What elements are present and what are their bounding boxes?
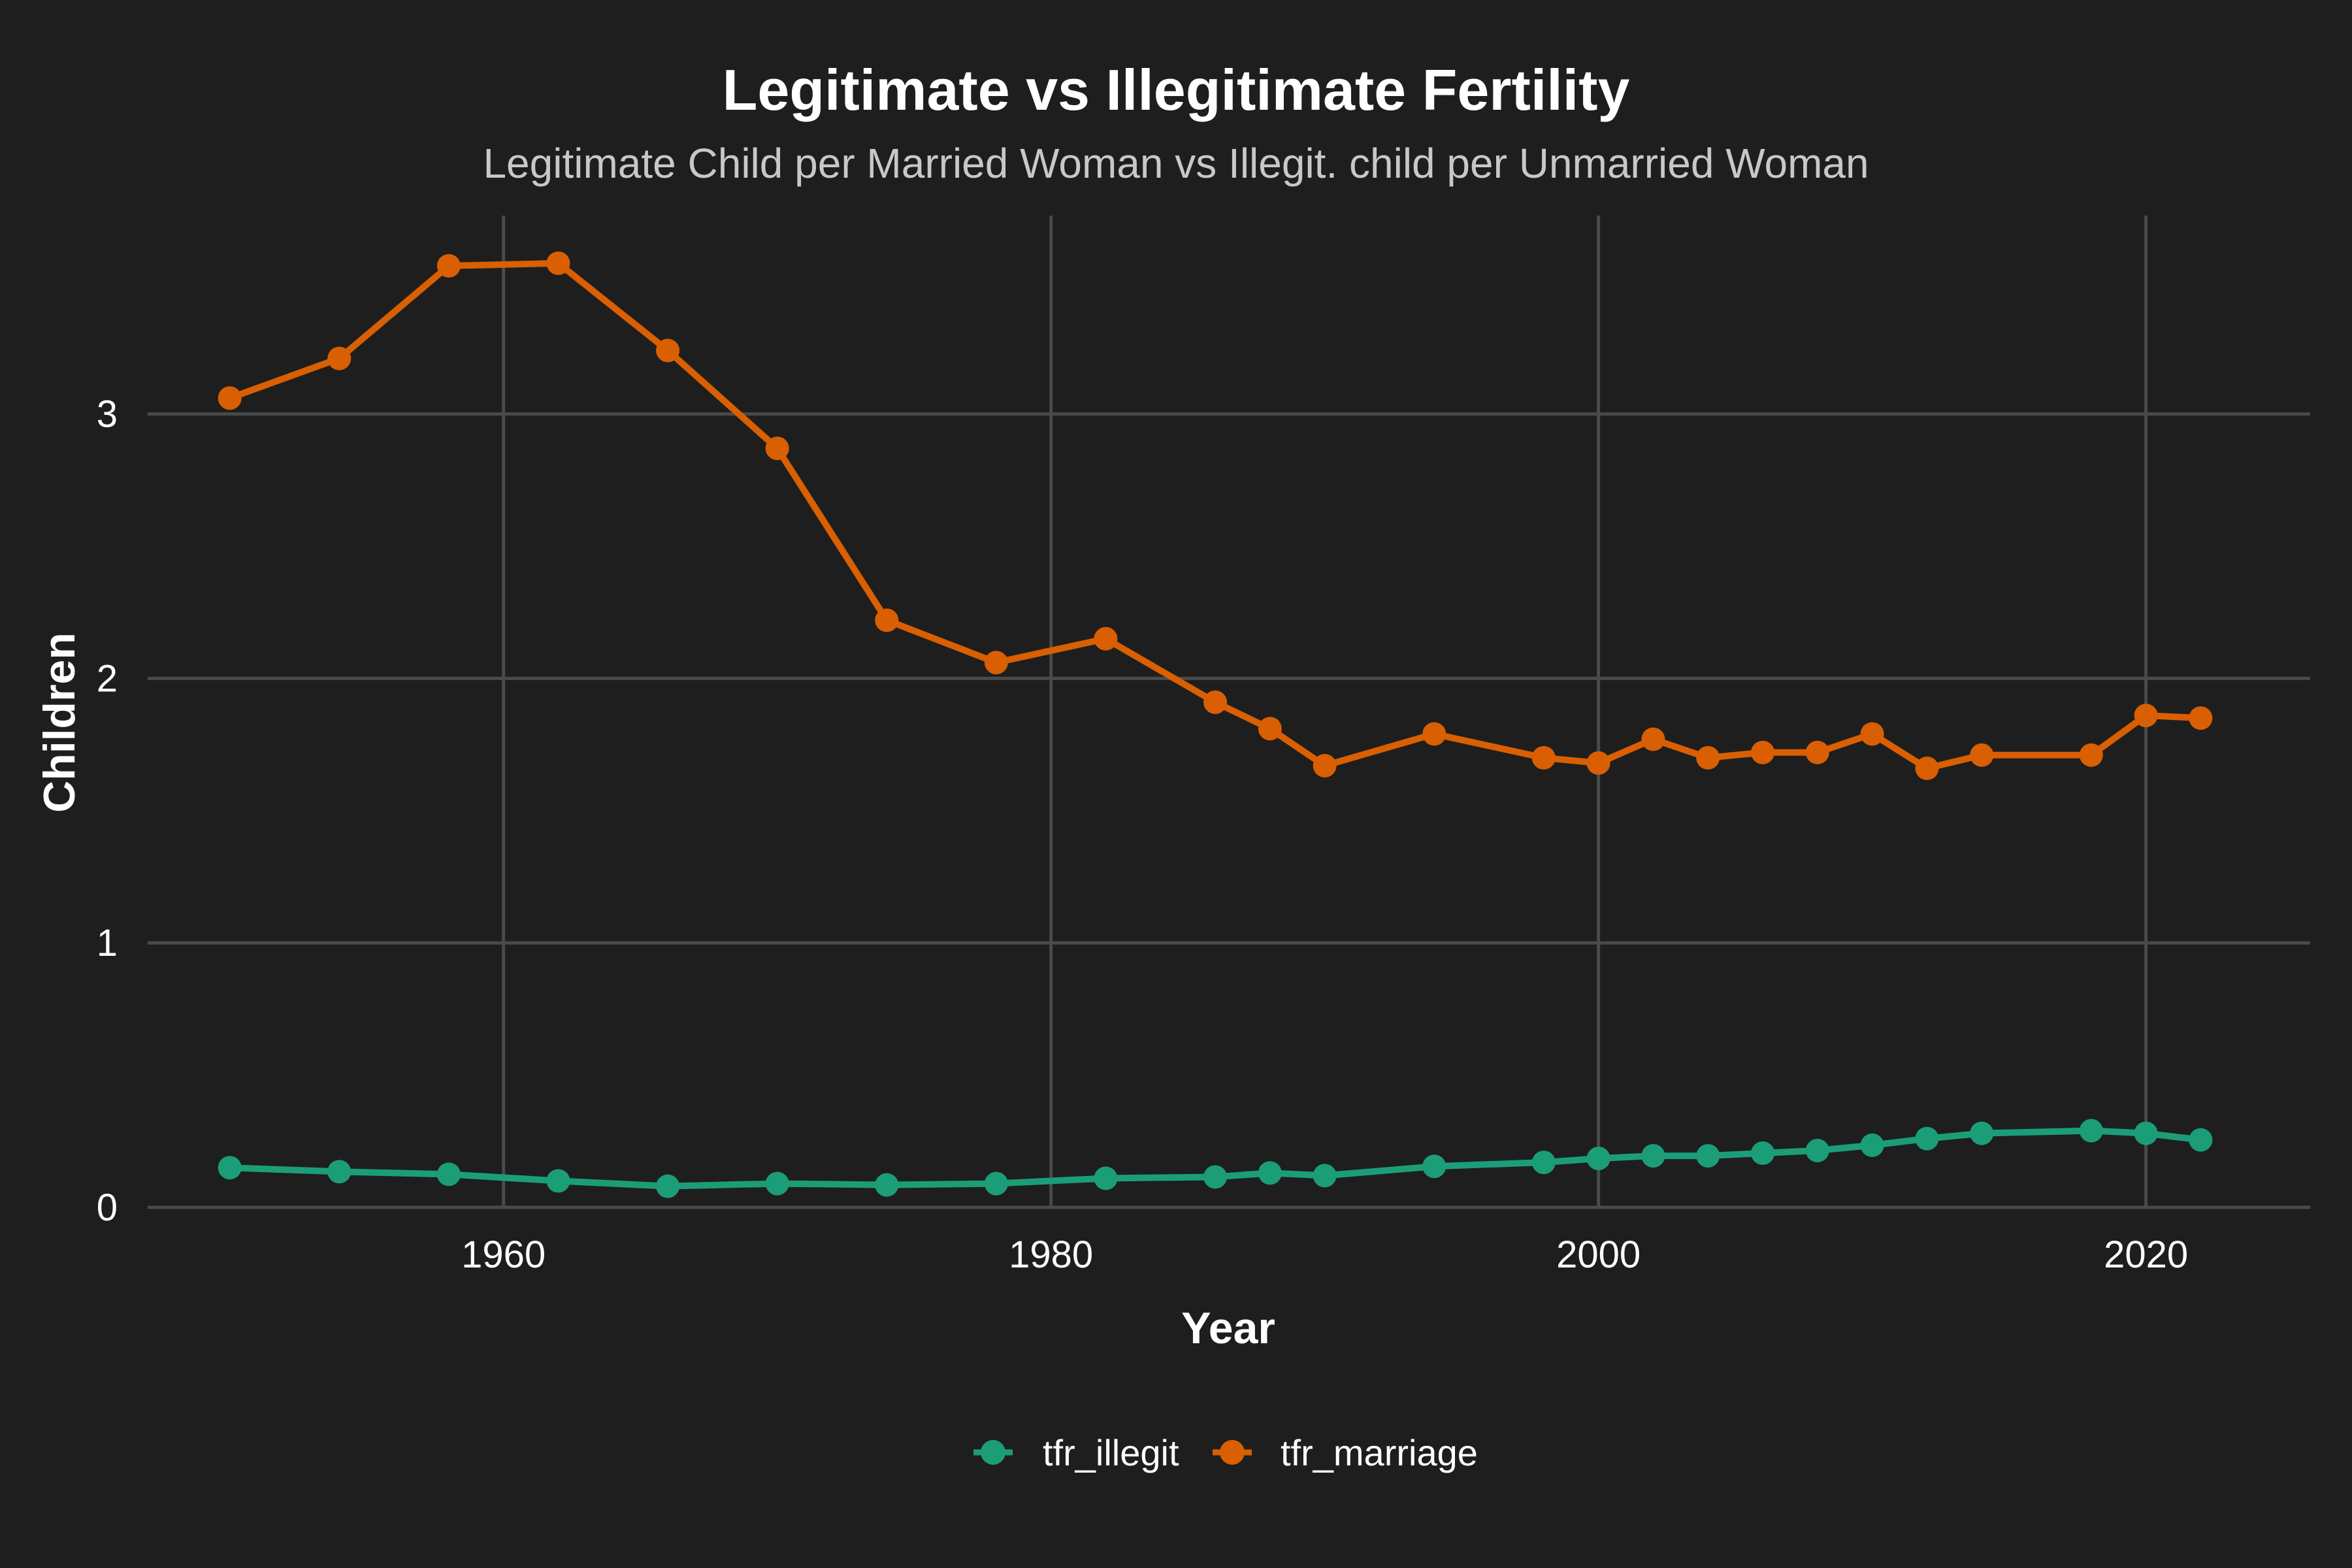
y-tick-label: 0: [97, 1186, 118, 1229]
data-point[interactable]: [1531, 745, 1556, 770]
chart-subtitle: Legitimate Child per Married Woman vs Il…: [483, 140, 1869, 187]
y-tick-label: 3: [97, 393, 118, 436]
data-point[interactable]: [1094, 627, 1118, 651]
legend-item-tfr-illegit[interactable]: tfr_illegit: [973, 1432, 1179, 1473]
data-point[interactable]: [2189, 706, 2213, 730]
data-point[interactable]: [327, 346, 351, 370]
legend-item-tfr-marriage[interactable]: tfr_marriage: [1213, 1432, 1478, 1473]
data-point[interactable]: [875, 608, 899, 632]
data-point[interactable]: [1094, 1166, 1118, 1190]
data-point[interactable]: [1422, 1154, 1446, 1179]
data-point[interactable]: [1203, 1165, 1228, 1189]
data-point[interactable]: [656, 338, 680, 363]
data-point[interactable]: [1751, 1141, 1775, 1166]
data-point[interactable]: [218, 1156, 242, 1180]
tick-labels: 0 1 2 3 1960 1980 2000 2020: [97, 393, 2188, 1276]
y-axis-title: Children: [35, 632, 84, 813]
data-point[interactable]: [1641, 727, 1665, 751]
data-point[interactable]: [984, 651, 1008, 675]
data-point[interactable]: [1970, 743, 1994, 767]
data-point[interactable]: [2189, 1128, 2213, 1152]
data-point[interactable]: [1258, 1161, 1282, 1185]
data-point[interactable]: [1696, 1144, 1720, 1168]
data-point[interactable]: [546, 251, 570, 275]
x-tick-label: 1960: [461, 1233, 546, 1276]
data-point[interactable]: [1422, 722, 1446, 746]
data-point[interactable]: [1805, 1138, 1829, 1162]
grid: [148, 216, 2310, 1209]
legend-label: tfr_illegit: [1043, 1432, 1179, 1473]
data-point[interactable]: [1258, 717, 1282, 741]
data-point[interactable]: [1970, 1121, 1994, 1145]
y-tick-label: 2: [97, 657, 118, 700]
data-point[interactable]: [1531, 1151, 1556, 1175]
data-point[interactable]: [327, 1160, 351, 1184]
data-point[interactable]: [546, 1169, 570, 1193]
x-tick-label: 2000: [1556, 1233, 1641, 1276]
data-point[interactable]: [1313, 1164, 1337, 1188]
chart-title: Legitimate vs Illegitimate Fertility: [723, 57, 1630, 122]
data-point[interactable]: [1586, 751, 1610, 775]
data-point[interactable]: [1805, 740, 1829, 764]
data-point[interactable]: [1696, 745, 1720, 770]
legend-key-point: [981, 1440, 1005, 1465]
legend: tfr_illegit tfr_marriage: [973, 1432, 1478, 1473]
data-point[interactable]: [984, 1171, 1008, 1196]
data-point[interactable]: [1860, 722, 1884, 746]
data-point[interactable]: [1313, 753, 1337, 777]
data-point[interactable]: [436, 253, 461, 278]
legend-label: tfr_marriage: [1281, 1432, 1478, 1473]
series-layer: [218, 251, 2213, 1198]
data-point[interactable]: [2079, 1119, 2103, 1143]
data-point[interactable]: [1641, 1144, 1665, 1168]
y-tick-label: 1: [97, 922, 118, 964]
x-axis-title: Year: [1181, 1303, 1275, 1353]
legend-key-point: [1220, 1440, 1245, 1465]
data-point[interactable]: [2134, 1121, 2158, 1145]
data-point[interactable]: [218, 386, 242, 410]
series-tfr-illegit: [218, 1119, 2213, 1198]
x-tick-label: 2020: [2104, 1233, 2188, 1276]
series-tfr-marriage: [218, 251, 2213, 781]
data-point[interactable]: [1586, 1147, 1610, 1171]
data-point[interactable]: [436, 1162, 461, 1186]
data-point[interactable]: [1203, 690, 1228, 714]
data-point[interactable]: [1860, 1133, 1884, 1157]
data-point[interactable]: [1915, 1126, 1939, 1151]
data-point[interactable]: [2134, 704, 2158, 728]
data-point[interactable]: [875, 1173, 899, 1197]
data-point[interactable]: [765, 436, 789, 461]
data-point[interactable]: [1751, 740, 1775, 764]
x-tick-label: 1980: [1009, 1233, 1093, 1276]
data-point[interactable]: [1915, 757, 1939, 781]
data-point[interactable]: [2079, 743, 2103, 767]
data-point[interactable]: [765, 1171, 789, 1196]
data-point[interactable]: [656, 1174, 680, 1198]
